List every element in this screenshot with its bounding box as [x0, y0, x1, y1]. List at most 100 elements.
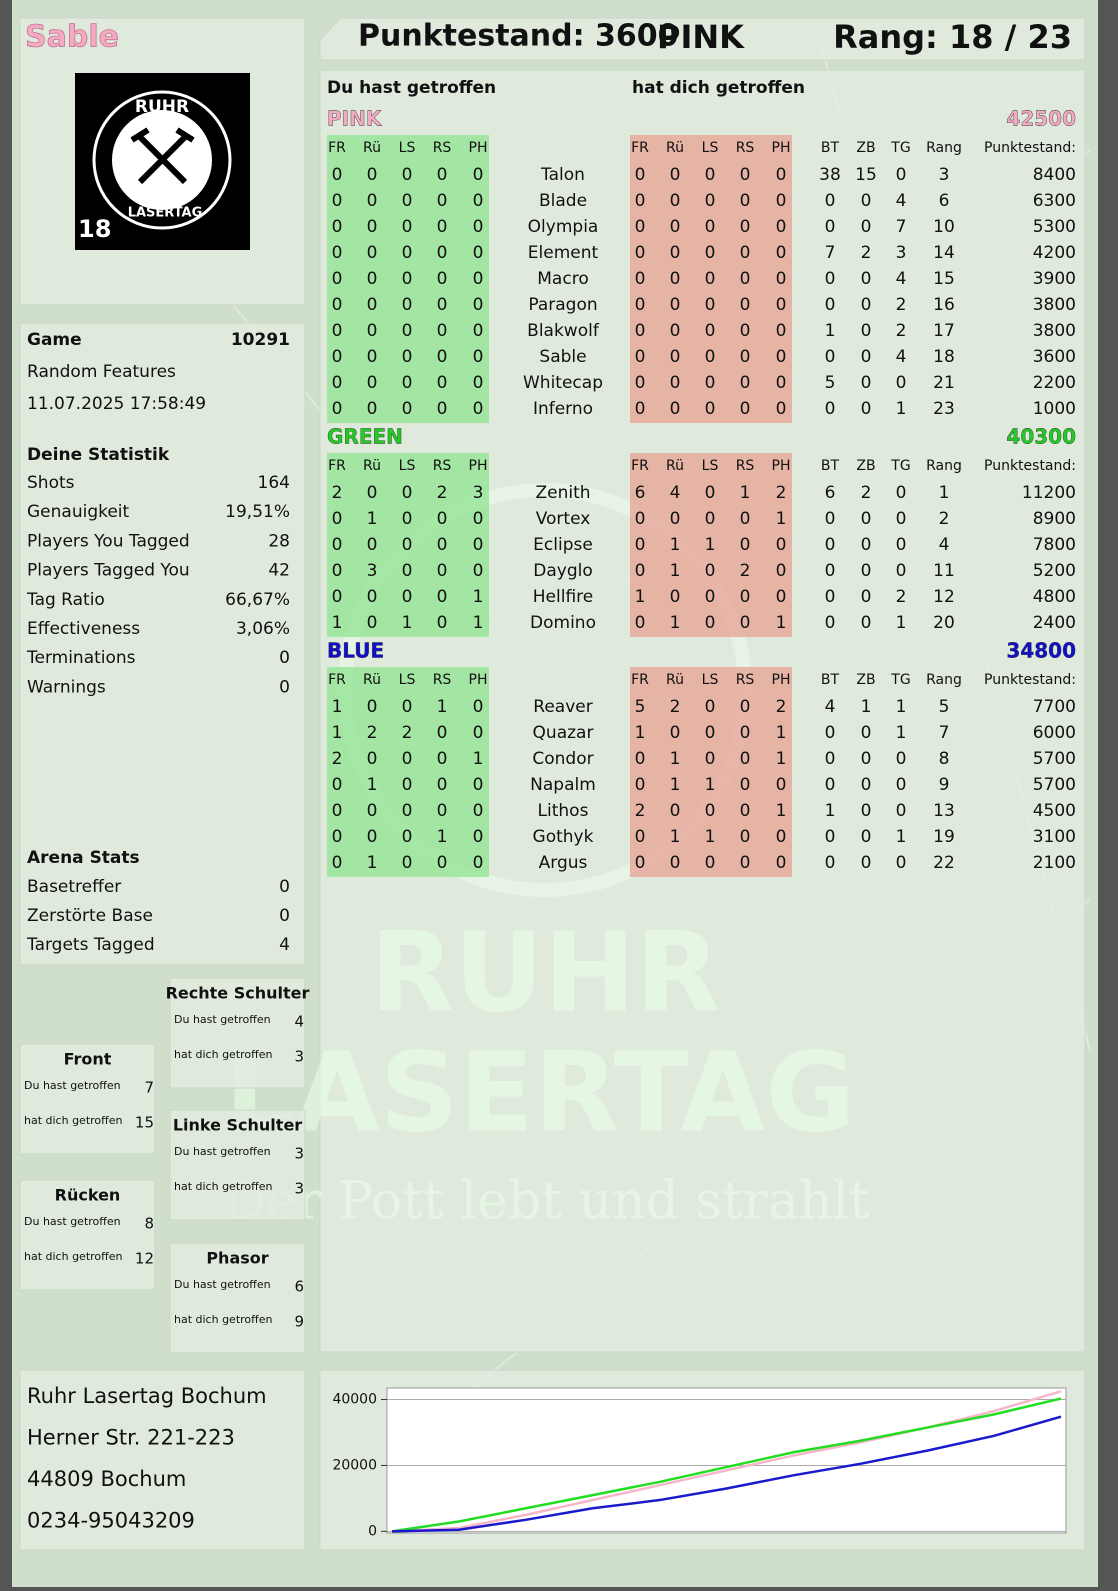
- hitby-cell: 1: [670, 561, 681, 581]
- player-name: Talon: [540, 165, 585, 185]
- stat-cell: 0: [825, 509, 836, 529]
- hit-cell: 0: [332, 775, 343, 795]
- team-score: 40300: [1006, 425, 1076, 449]
- stat-cell: 0: [861, 827, 872, 847]
- zone-label: hat dich getroffen: [24, 1114, 122, 1127]
- stat-cell: 0: [825, 217, 836, 237]
- logo-age: 18: [78, 215, 111, 243]
- stat-cell: 0: [896, 373, 907, 393]
- hitby-cell: 5: [635, 697, 646, 717]
- stat-value: 0: [279, 677, 290, 697]
- stat-cell: 0: [861, 801, 872, 821]
- column-header: RS: [736, 140, 755, 156]
- team: PINK: [657, 18, 745, 56]
- hit-cell: 0: [367, 801, 378, 821]
- hitby-cell: 1: [776, 509, 787, 529]
- hit-cell: 1: [332, 613, 343, 633]
- stat-label: Effectiveness: [27, 619, 140, 639]
- stat-cell: 11: [933, 561, 955, 581]
- stat-cell: 5200: [1033, 561, 1076, 581]
- stat-cell: 0: [896, 535, 907, 555]
- hitby-cell: 0: [635, 613, 646, 633]
- hitby-cell: 1: [705, 535, 716, 555]
- hitby-cell: 0: [670, 295, 681, 315]
- hitby-cell: 2: [670, 697, 681, 717]
- stat-cell: 5: [825, 373, 836, 393]
- column-header: LS: [702, 672, 719, 688]
- player-name: Vortex: [536, 509, 591, 529]
- stat-cell: 0: [896, 749, 907, 769]
- stat-value: 164: [258, 473, 290, 493]
- hitby-cell: 2: [776, 483, 787, 503]
- hit-cell: 0: [402, 509, 413, 529]
- hit-cell: 0: [473, 535, 484, 555]
- column-header: LS: [702, 458, 719, 474]
- stat-cell: 15: [855, 165, 877, 185]
- hit-cell: 0: [437, 165, 448, 185]
- zone-value: 12: [135, 1250, 154, 1268]
- hitby-cell: 0: [740, 749, 751, 769]
- hit-cell: 0: [402, 217, 413, 237]
- stat-cell: 0: [861, 775, 872, 795]
- zone-title: Rücken: [55, 1186, 121, 1205]
- hit-cell: 0: [402, 373, 413, 393]
- hit-cell: 0: [402, 853, 413, 873]
- hitby-cell: 0: [776, 535, 787, 555]
- hitby-cell: 0: [740, 775, 751, 795]
- hitby-cell: 0: [705, 347, 716, 367]
- hit-cell: 0: [437, 749, 448, 769]
- stat-cell: 6300: [1033, 191, 1076, 211]
- stat-cell: 3800: [1033, 295, 1076, 315]
- column-header: Rü: [666, 672, 684, 688]
- zone-label: hat dich getroffen: [174, 1048, 272, 1061]
- zone-label: Du hast getroffen: [24, 1079, 121, 1092]
- hit-cell: 0: [437, 509, 448, 529]
- player-name: Reaver: [533, 697, 592, 717]
- watermark-line1: RUHR: [370, 908, 721, 1036]
- hit-cell: 0: [332, 295, 343, 315]
- stat-cell: 0: [825, 191, 836, 211]
- stat-value: 0: [279, 648, 290, 668]
- watermark-line2: LASERTAG: [224, 1028, 855, 1156]
- hit-cell: 0: [402, 295, 413, 315]
- arena-value: 0: [279, 877, 290, 897]
- stat-cell: 10: [933, 217, 955, 237]
- hitby-cell: 0: [635, 321, 646, 341]
- logo-ring: [92, 90, 232, 230]
- stat-cell: 3900: [1033, 269, 1076, 289]
- hitby-cell: 0: [705, 217, 716, 237]
- hit-cell: 2: [437, 483, 448, 503]
- column-header: FR: [631, 672, 649, 688]
- hitby-cell: 2: [635, 801, 646, 821]
- stat-cell: 23: [933, 399, 955, 419]
- stat-cell: 0: [896, 561, 907, 581]
- stat-cell: 3: [939, 165, 950, 185]
- hit-bg: [327, 135, 489, 423]
- stat-cell: 7800: [1033, 535, 1076, 555]
- hitby-cell: 0: [705, 191, 716, 211]
- zone-box: [169, 977, 306, 1089]
- stat-label: Terminations: [26, 648, 136, 668]
- stat-cell: 4800: [1033, 587, 1076, 607]
- hitby-cell: 0: [740, 165, 751, 185]
- hitby-cell: 0: [670, 509, 681, 529]
- hitby-cell: 0: [635, 827, 646, 847]
- stat-header: TG: [890, 140, 910, 156]
- team-name: BLUE: [327, 639, 384, 663]
- hit-cell: 0: [437, 723, 448, 743]
- zone-value: 8: [144, 1215, 154, 1233]
- hit-cell: 0: [367, 269, 378, 289]
- stat-cell: 2: [861, 483, 872, 503]
- zone-value: 15: [135, 1114, 154, 1132]
- hit-cell: 0: [332, 243, 343, 263]
- column-header: Rü: [363, 140, 381, 156]
- hitby-cell: 0: [776, 217, 787, 237]
- hitby-cell: 1: [635, 587, 646, 607]
- hitby-bg: [630, 667, 792, 877]
- stat-cell: 0: [825, 295, 836, 315]
- hitby-cell: 0: [635, 535, 646, 555]
- stat-cell: 19: [933, 827, 955, 847]
- hit-cell: 0: [473, 801, 484, 821]
- hitby-cell: 0: [740, 373, 751, 393]
- stat-cell: 0: [861, 373, 872, 393]
